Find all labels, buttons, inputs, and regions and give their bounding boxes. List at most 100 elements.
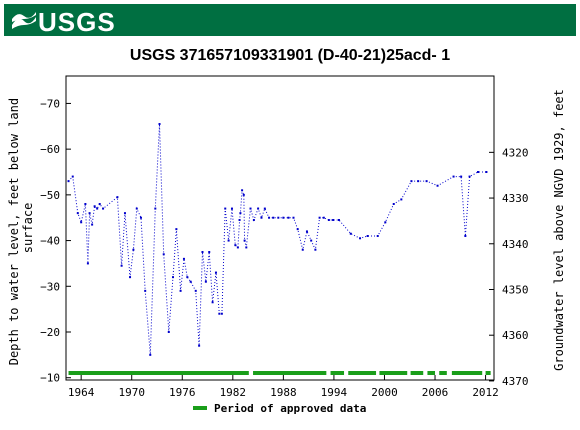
y-axis-label: Depth to water level, feet below land su…	[7, 91, 35, 366]
legend-label: Period of approved data	[214, 402, 366, 415]
data-point	[179, 289, 182, 292]
data-point	[464, 235, 467, 237]
data-point	[116, 196, 119, 199]
data-point	[71, 175, 74, 178]
data-point	[172, 276, 174, 279]
data-point	[400, 198, 403, 201]
data-point	[287, 216, 290, 219]
data-point	[322, 216, 325, 219]
y-tick-label: −50	[40, 189, 60, 202]
y2-axis-label: Groundwater level above NGVD 1929, feet	[552, 89, 566, 371]
data-point	[337, 219, 340, 221]
data-point	[252, 219, 255, 221]
data-point	[376, 235, 379, 237]
x-tick-label: 1988	[270, 386, 297, 399]
data-point	[149, 353, 152, 356]
data-point	[314, 248, 317, 251]
y2-tick-label: 4350	[502, 283, 529, 296]
x-tick-label: 1964	[68, 386, 95, 399]
data-point	[277, 216, 280, 219]
data-point	[257, 207, 260, 210]
x-tick-label: 1982	[220, 386, 247, 399]
data-point	[234, 244, 237, 247]
data-point	[245, 246, 248, 249]
data-point	[80, 221, 83, 224]
data-point	[301, 248, 304, 251]
data-point	[384, 221, 387, 224]
data-point	[241, 189, 244, 192]
data-point	[120, 264, 123, 267]
data-point	[282, 216, 285, 219]
data-point	[468, 175, 471, 178]
data-point	[88, 212, 91, 215]
data-point	[162, 253, 165, 256]
data-point	[154, 207, 157, 210]
data-point	[249, 207, 252, 210]
x-tick-label: 2012	[472, 386, 499, 399]
data-point	[84, 203, 87, 205]
data-point	[310, 239, 313, 242]
data-point	[201, 251, 204, 253]
data-point	[476, 171, 479, 173]
approved-periods	[68, 371, 491, 375]
data-point	[123, 212, 126, 215]
approved-period-bar	[485, 371, 491, 375]
data-point	[332, 219, 335, 221]
usgs-wave-icon	[12, 12, 36, 29]
data-point	[129, 276, 132, 279]
legend-swatch	[193, 406, 207, 410]
data-point	[260, 216, 263, 219]
data-point	[305, 230, 308, 233]
data-point	[220, 312, 223, 315]
y2-axis-ticks: 4370 4360 4350 4340 4330 4320	[489, 146, 529, 388]
data-point	[268, 216, 271, 219]
data-point	[98, 203, 101, 205]
data-point	[96, 207, 99, 210]
data-point	[263, 207, 266, 210]
approved-period-bar	[451, 371, 483, 375]
data-point	[242, 193, 245, 196]
data-point	[67, 180, 70, 183]
data-point	[239, 212, 242, 215]
data-point	[194, 289, 197, 292]
data-point	[76, 212, 79, 215]
x-tick-label: 1994	[321, 386, 348, 399]
series-points	[67, 123, 488, 356]
approved-period-bar	[253, 371, 327, 375]
y-tick-label: −20	[40, 326, 60, 339]
data-point	[238, 219, 241, 221]
data-point	[296, 228, 299, 231]
data-point	[236, 246, 239, 249]
y-tick-label: −30	[40, 280, 60, 293]
data-point	[436, 184, 439, 187]
data-point	[318, 216, 321, 219]
y-axis-ticks: −70 −60 −50 −40 −30 −20 −10	[40, 97, 71, 385]
data-point	[272, 216, 275, 219]
data-point	[230, 207, 233, 210]
data-point	[218, 312, 221, 315]
series-line	[68, 123, 487, 355]
data-point	[93, 205, 96, 208]
y-tick-label: −40	[40, 235, 60, 248]
data-point	[460, 175, 463, 178]
data-point	[175, 228, 178, 231]
x-tick-label: 2000	[371, 386, 398, 399]
data-point	[392, 203, 395, 205]
data-point	[135, 207, 138, 210]
data-point	[144, 289, 147, 292]
usgs-logo-text: USGS	[38, 7, 116, 37]
data-point	[189, 280, 192, 283]
y2-tick-label: 4340	[502, 238, 529, 251]
data-point	[198, 344, 201, 347]
x-tick-label: 1970	[118, 386, 145, 399]
data-point	[452, 175, 455, 178]
y-tick-label: −60	[40, 143, 60, 156]
y-axis-label-line2: surface	[21, 203, 35, 254]
data-point	[204, 280, 207, 283]
approved-period-bar	[379, 371, 408, 375]
approved-period-bar	[410, 371, 424, 375]
y2-tick-label: 4370	[502, 375, 529, 388]
approved-period-bar	[330, 371, 345, 375]
